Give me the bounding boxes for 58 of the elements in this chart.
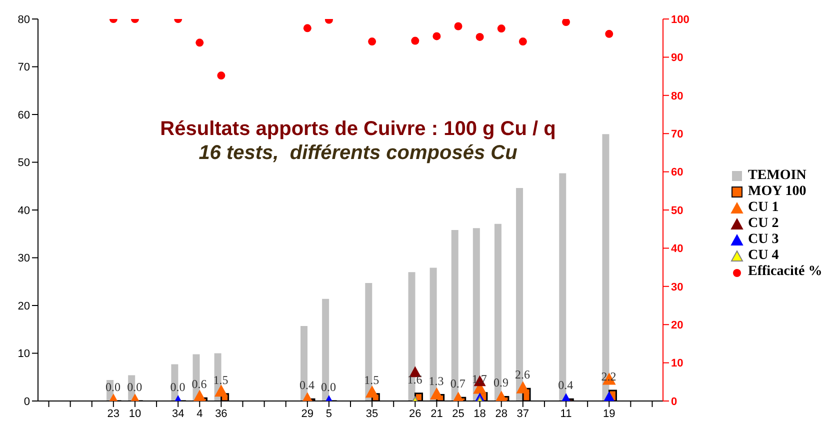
data-label: 0.0	[170, 380, 186, 394]
x-tick-label: 4	[196, 408, 203, 420]
x-tick-label: 11	[560, 408, 572, 420]
data-label: 1.5	[213, 372, 228, 387]
legend-label: CU 3	[748, 232, 779, 248]
y-tick-label: 30	[18, 252, 30, 265]
data-label: 1.5	[364, 372, 380, 387]
x-tick-label: 21	[430, 408, 443, 420]
data-label: 2.6	[515, 368, 530, 382]
data-label: 0.4	[558, 378, 574, 392]
x-tick-label: 36	[215, 408, 228, 420]
x-tick-label: 10	[128, 408, 142, 420]
y2-tick-label: 10	[671, 358, 684, 370]
y-tick-label: 0	[24, 396, 30, 408]
y2-tick-label: 100	[671, 14, 690, 26]
data-label: 0.0	[321, 380, 336, 394]
x-tick-label: 25	[452, 408, 464, 420]
legend-label: CU 2	[748, 216, 779, 232]
y-tick-label: 80	[18, 14, 30, 26]
y2-tick-label: 40	[671, 243, 684, 256]
data-label: 0.7	[450, 376, 466, 391]
legend-label: TEMOIN	[748, 168, 806, 184]
x-tick-label: 18	[474, 408, 486, 420]
y2-tick-label: 0	[671, 396, 678, 408]
legend-label: CU 1	[748, 200, 779, 216]
x-tick-label: 26	[409, 408, 422, 420]
legend-label: CU 4	[748, 248, 779, 264]
y2-tick-label: 80	[671, 90, 684, 102]
y2-tick-label: 50	[671, 204, 684, 217]
data-label: 0.4	[300, 378, 314, 392]
text: 16 tests, différents composés Cu	[198, 142, 518, 165]
data-label: 0.0	[127, 380, 142, 394]
x-tick-label: 35	[366, 408, 378, 420]
x-tick-label: 28	[495, 408, 508, 420]
x-tick-label: 34	[172, 408, 184, 420]
y2-tick-label: 70	[671, 128, 684, 141]
y-tick-label: 20	[18, 300, 30, 312]
data-label: 0.6	[192, 377, 207, 392]
legend-label: MOY 100	[748, 184, 806, 200]
x-tick-label: 37	[516, 408, 530, 420]
y-tick-label: 50	[18, 157, 30, 170]
x-tick-label: 29	[301, 408, 314, 420]
y-tick-label: 10	[18, 348, 30, 360]
y-tick-label: 60	[18, 109, 30, 122]
y2-tick-label: 20	[671, 320, 684, 332]
y-tick-label: 70	[18, 62, 30, 74]
y2-tick-label: 90	[671, 52, 684, 64]
x-tick-label: 19	[602, 408, 616, 420]
text: Résultats apports de Cuivre : 100 g Cu / q	[159, 118, 557, 141]
data-label: 0.9	[493, 376, 508, 390]
y2-tick-label: 30	[671, 281, 684, 294]
data-label: 1.3	[428, 374, 444, 388]
x-tick-label: 23	[107, 408, 120, 420]
y-tick-label: 40	[18, 204, 30, 217]
legend-label: Efficacité %	[748, 264, 822, 280]
y2-tick-label: 60	[671, 166, 684, 179]
data-label: 0.0	[106, 380, 121, 394]
x-tick-label: 5	[326, 408, 332, 420]
